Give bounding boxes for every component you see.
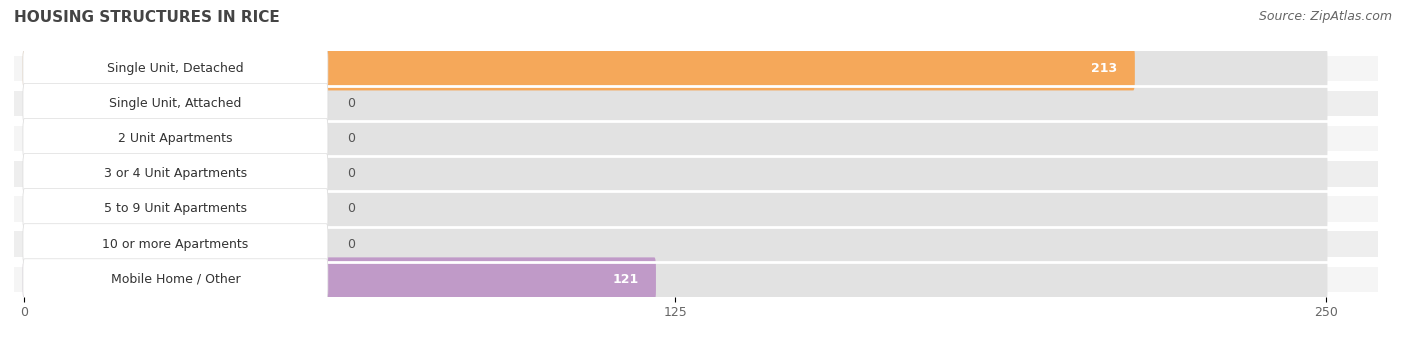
Text: 0: 0 [347,238,356,251]
Text: 213: 213 [1091,62,1118,75]
FancyBboxPatch shape [22,257,1327,301]
FancyBboxPatch shape [22,257,657,301]
FancyBboxPatch shape [22,224,328,264]
FancyBboxPatch shape [22,187,1327,231]
FancyBboxPatch shape [14,126,1378,151]
FancyBboxPatch shape [22,153,328,194]
FancyBboxPatch shape [14,232,1378,257]
FancyBboxPatch shape [22,189,328,229]
Text: HOUSING STRUCTURES IN RICE: HOUSING STRUCTURES IN RICE [14,10,280,25]
Text: Single Unit, Attached: Single Unit, Attached [110,97,242,110]
FancyBboxPatch shape [14,161,1378,187]
FancyBboxPatch shape [22,117,1327,161]
FancyBboxPatch shape [22,47,1327,90]
FancyBboxPatch shape [14,91,1378,116]
FancyBboxPatch shape [22,82,1327,125]
FancyBboxPatch shape [22,84,328,124]
Text: Mobile Home / Other: Mobile Home / Other [111,273,240,286]
Text: 2 Unit Apartments: 2 Unit Apartments [118,132,232,145]
Text: Single Unit, Detached: Single Unit, Detached [107,62,243,75]
Text: 0: 0 [347,203,356,216]
FancyBboxPatch shape [22,118,328,159]
Text: Source: ZipAtlas.com: Source: ZipAtlas.com [1258,10,1392,23]
FancyBboxPatch shape [22,47,1135,90]
Text: 121: 121 [613,273,638,286]
FancyBboxPatch shape [14,56,1378,81]
FancyBboxPatch shape [22,259,328,299]
Text: 0: 0 [347,97,356,110]
Text: 10 or more Apartments: 10 or more Apartments [103,238,249,251]
Text: 3 or 4 Unit Apartments: 3 or 4 Unit Apartments [104,167,247,180]
FancyBboxPatch shape [14,267,1378,292]
FancyBboxPatch shape [22,152,1327,196]
Text: 0: 0 [347,132,356,145]
FancyBboxPatch shape [22,48,328,89]
FancyBboxPatch shape [14,196,1378,222]
Text: 0: 0 [347,167,356,180]
Text: 5 to 9 Unit Apartments: 5 to 9 Unit Apartments [104,203,247,216]
FancyBboxPatch shape [22,222,1327,266]
